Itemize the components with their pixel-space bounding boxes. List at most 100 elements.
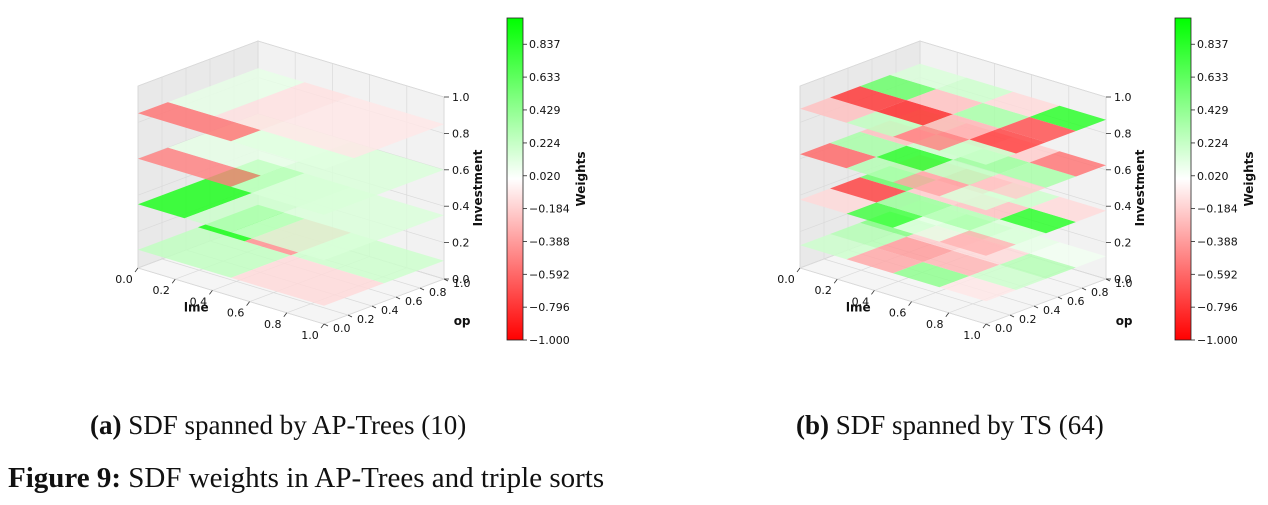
chart-b: 0.0 0.2 0.4 0.6 0.8 1.0 lme 0.0 0.2 0.4 0.6 0.8 1.0 o… <box>777 17 1256 347</box>
chart-a-colorbar-tick-label: −0.592 <box>529 268 570 281</box>
chart-b-cell <box>999 253 1076 279</box>
chart-b-cell <box>939 185 1016 211</box>
chart-a-x-tick-mark <box>246 301 250 306</box>
chart-a-z-tick-label: 0.2 <box>452 237 470 250</box>
chart-b-cell <box>846 202 923 228</box>
chart-a-colorbar-tick-label: 0.633 <box>529 71 561 84</box>
chart-a-colorbar-tick-label: −0.388 <box>529 235 570 248</box>
chart-b-x-tick-label: 1.0 <box>963 329 981 342</box>
chart-b-y-tick-label: 0.8 <box>1091 286 1109 299</box>
figure-caption-text: SDF weights in AP-Trees and triple sorts <box>128 462 605 494</box>
chart-b-cell <box>876 236 953 262</box>
subcaption-b: (b) SDF spanned by TS (64) <box>796 410 1104 441</box>
chart-b-cell <box>846 157 923 183</box>
subcaption-a-text: SDF spanned by AP-Trees (10) <box>128 410 467 440</box>
chart-a-colorbar-label: Weights <box>574 151 588 206</box>
chart-b-cell <box>890 63 967 89</box>
chart-b-cell <box>860 75 937 101</box>
chart-b-x-tick-label: 0.2 <box>814 284 832 297</box>
chart-a-colorbar-tick-label: 0.020 <box>529 170 561 183</box>
chart-b-y-tick-label: 0.6 <box>1067 295 1085 308</box>
chart-b-z-tick-label: 0.2 <box>1114 237 1132 250</box>
chart-a-cell <box>138 227 291 278</box>
chart-b-cell <box>800 234 877 260</box>
chart-b-colorbar <box>1174 17 1192 341</box>
chart-b-cell <box>1029 151 1106 177</box>
chart-b-colorbar-tick-label: 0.224 <box>1197 137 1229 150</box>
chart-b-cell <box>983 91 1060 117</box>
chart-a-x-tick-mark <box>209 290 213 295</box>
chart-a-colorbar-tick-label: −0.796 <box>529 301 570 314</box>
chart-a-x-tick-label: 0.0 <box>115 273 133 286</box>
chart-b-x-tick-mark <box>908 301 912 306</box>
chart-b-colorbar-tick-label: 0.429 <box>1197 104 1229 117</box>
chart-a-z-tick-label: 0.6 <box>452 164 470 177</box>
chart-b-y-tick-mark <box>1081 287 1087 291</box>
chart-a-colorbar <box>506 17 524 341</box>
chart-b-cell <box>846 248 923 274</box>
chart-b-y-tick-label: 0.0 <box>995 322 1013 335</box>
chart-b-x-axis-label: lme <box>846 301 871 315</box>
chart-b-cell <box>1029 196 1106 222</box>
chart-a-x-tick-mark <box>134 267 139 273</box>
chart-a-cell <box>231 255 384 306</box>
chart-b-colorbar-tick-label: −0.796 <box>1197 301 1238 314</box>
chart-a-gridline <box>257 40 445 98</box>
chart-b-cell <box>800 188 877 214</box>
chart-b-y-tick-mark <box>1057 296 1063 300</box>
chart-b-z-tick-label: 0.0 <box>1114 273 1132 286</box>
chart-a-gridline <box>323 278 445 325</box>
chart-b-x-tick-mark <box>796 267 801 273</box>
chart-a-y-tick-mark <box>395 296 401 300</box>
chart-b-cell <box>939 230 1016 256</box>
chart-b-z-tick-label: 0.8 <box>1114 127 1132 140</box>
chart-a-x-tick-label: 0.6 <box>227 307 245 320</box>
chart-b-cell <box>830 131 907 157</box>
chart-b-cell <box>893 171 970 197</box>
chart-b-y-tick-mark <box>985 323 991 327</box>
chart-b-cell <box>936 77 1013 103</box>
chart-b-y-tick-label: 0.2 <box>1019 313 1037 326</box>
chart-b-gridline <box>985 278 1107 325</box>
chart-a-z-axis-label: Investment <box>471 149 485 226</box>
chart-b-cell <box>969 264 1046 290</box>
chart-b-cell <box>893 125 970 151</box>
chart-b-cell <box>923 159 1000 185</box>
chart-b-cell <box>923 114 1000 140</box>
chart-b-colorbar-label: Weights <box>1242 151 1256 206</box>
chart-b-colorbar-tick-label: −0.388 <box>1197 235 1238 248</box>
chart-a-y-tick-label: 1.0 <box>453 277 471 290</box>
chart-b-colorbar-tick-label: −1.000 <box>1197 334 1238 347</box>
chart-a-cell <box>261 96 444 159</box>
chart-b-x-tick-label: 0.6 <box>889 307 907 320</box>
chart-a-z-tick-label: 0.4 <box>452 200 470 213</box>
chart-b-cell <box>999 117 1076 143</box>
chart-a-x-tick-label: 0.2 <box>152 284 170 297</box>
chart-b-cell <box>800 143 877 169</box>
chart-b-colorbar-tick-label: 0.020 <box>1197 170 1229 183</box>
chart-a-y-tick-mark <box>371 305 377 309</box>
chart-a-y-tick-label: 0.2 <box>357 313 375 326</box>
chart-a-colorbar-tick-label: −0.184 <box>529 203 570 216</box>
chart-a-colorbar-tick-label: −1.000 <box>529 334 570 347</box>
chart-a-z-tick-label: 0.8 <box>452 127 470 140</box>
chart-a-cell <box>231 130 354 170</box>
chart-b-cell <box>830 86 907 112</box>
chart-b-colorbar-tick-label: −0.184 <box>1197 203 1238 216</box>
chart-a-z-tick-label: 0.0 <box>452 273 470 286</box>
subcaption-a: (a) SDF spanned by AP-Trees (10) <box>90 410 466 441</box>
chart-b-y-tick-label: 1.0 <box>1115 277 1133 290</box>
chart-b-y-axis-label: op <box>1116 314 1133 328</box>
chart-b-gridline <box>799 40 921 87</box>
chart-a-colorbar-tick-label: 0.429 <box>529 104 561 117</box>
chart-a-y-tick-label: 0.8 <box>429 286 447 299</box>
chart-b-cell <box>939 276 1016 302</box>
chart-a-colorbar-tick-label: 0.224 <box>529 137 561 150</box>
chart-a: 0.0 0.2 0.4 0.6 0.8 1.0 lme 0.0 0.2 0.4 0.6 0.8 1.0 o… <box>115 17 588 347</box>
figure-caption-label: Figure 9: <box>8 462 122 494</box>
chart-b-cell <box>923 205 1000 231</box>
chart-b-x-tick-label: 0.8 <box>926 318 944 331</box>
subcaption-b-tag: (b) <box>796 410 829 440</box>
chart-a-x-tick-mark <box>320 323 325 329</box>
chart-b-x-tick-mark <box>982 323 987 329</box>
